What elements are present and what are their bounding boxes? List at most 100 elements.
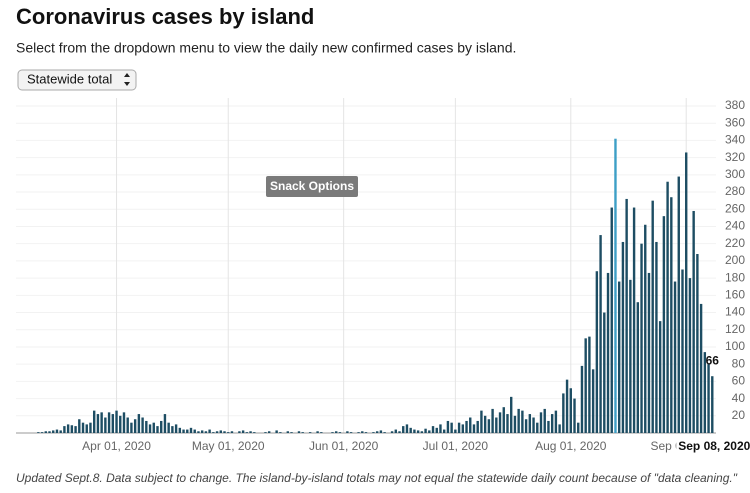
bar <box>502 407 505 433</box>
y-tick-label: 140 <box>725 305 745 319</box>
bar <box>681 269 684 433</box>
bar <box>692 210 695 433</box>
bar <box>193 429 196 433</box>
bar <box>197 431 200 433</box>
bar <box>580 365 584 433</box>
bar <box>264 432 267 433</box>
dropdown-label[interactable]: Statewide total <box>27 71 112 86</box>
bar <box>569 388 572 433</box>
bar <box>364 432 368 433</box>
bar <box>338 432 342 433</box>
footnote: Updated Sept.8. Data subject to change. … <box>16 471 738 485</box>
bar <box>670 197 673 433</box>
bar <box>599 235 602 433</box>
bar <box>647 272 651 433</box>
dropdown[interactable]: Statewide total <box>17 69 137 91</box>
bar <box>182 429 185 433</box>
bar <box>640 243 643 433</box>
bar <box>636 302 640 433</box>
bar <box>673 281 677 433</box>
bar <box>696 254 699 433</box>
bar <box>96 414 100 433</box>
bar <box>346 431 349 433</box>
bar <box>156 426 159 433</box>
bar <box>245 432 249 433</box>
bar <box>241 430 245 433</box>
bar <box>625 198 628 433</box>
snack-button[interactable]: Snack Options <box>266 176 358 197</box>
bar <box>78 419 81 433</box>
bar <box>119 415 122 433</box>
bar <box>63 426 66 433</box>
bar <box>227 432 230 433</box>
bar <box>66 424 70 433</box>
y-tick-label: 260 <box>725 201 745 215</box>
bar <box>703 352 707 433</box>
y-tick-label: 120 <box>725 322 745 336</box>
bar <box>428 430 431 433</box>
bar <box>223 431 226 433</box>
bar <box>416 430 420 433</box>
y-tick-label: 200 <box>725 253 745 267</box>
bar <box>677 176 680 433</box>
bar <box>219 430 222 433</box>
bar <box>55 429 59 433</box>
bar <box>413 429 416 433</box>
bar <box>133 419 137 433</box>
dropdown-arrows <box>124 73 130 86</box>
y-tick-label: 380 <box>725 98 745 112</box>
bar <box>279 432 282 433</box>
bar <box>178 427 182 433</box>
bar <box>85 424 88 433</box>
bar <box>465 420 468 433</box>
bar <box>200 430 204 433</box>
bar <box>405 424 409 433</box>
snack-button-label[interactable]: Snack Options <box>270 179 354 193</box>
bar <box>651 200 654 433</box>
dropdown-box[interactable] <box>17 69 137 91</box>
bar <box>59 430 62 433</box>
bar <box>301 432 304 433</box>
y-tick-label: 280 <box>725 184 745 198</box>
snack-button-box[interactable] <box>266 176 358 197</box>
y-tick-label: 40 <box>732 391 746 405</box>
bar <box>506 414 509 433</box>
bar <box>402 426 405 433</box>
bar <box>584 338 587 433</box>
subtitle: Select from the dropdown menu to view th… <box>16 40 516 56</box>
bar <box>644 224 647 433</box>
bar <box>130 422 133 433</box>
bar <box>658 321 662 433</box>
bar <box>480 410 483 433</box>
bar <box>111 414 115 433</box>
bar <box>331 432 334 433</box>
bar <box>152 422 155 433</box>
bar <box>48 431 51 433</box>
y-tick-label: 220 <box>725 236 745 250</box>
y-tick-label: 160 <box>725 287 745 301</box>
bar <box>253 432 256 433</box>
bar <box>122 412 126 433</box>
bar <box>603 312 606 433</box>
bar <box>461 424 465 433</box>
bar <box>420 431 424 433</box>
bar <box>532 417 535 433</box>
bar <box>383 432 386 433</box>
y-tick-label: 100 <box>725 339 745 353</box>
bar <box>171 426 174 433</box>
bar <box>204 431 208 433</box>
bar <box>390 431 394 433</box>
bar <box>52 430 55 433</box>
bar <box>554 410 558 433</box>
x-tick-label: Jul 01, 2020 <box>423 439 489 453</box>
bar <box>335 431 338 433</box>
bar <box>450 422 453 433</box>
bar <box>174 424 178 433</box>
bar <box>442 429 446 433</box>
bar <box>275 430 278 433</box>
y-tick-label: 180 <box>725 270 745 284</box>
bar <box>249 431 252 433</box>
bar <box>37 432 40 433</box>
bar <box>457 422 461 433</box>
